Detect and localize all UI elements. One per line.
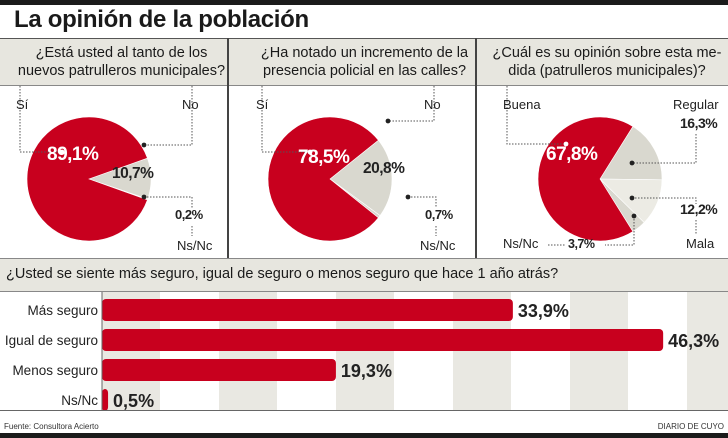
pie3-label-mala: Mala [686,236,715,251]
bar [102,389,109,411]
leader-dot [141,142,147,148]
pie3-value-regular: 16,3% [680,115,718,131]
pie3-title: ¿Cuál es su opinión sobre esta me-dida (… [486,38,728,86]
pie1-value-nsnc: 0,2% [175,207,203,222]
page-title: La opinión de la población [14,6,309,33]
leader-line [144,86,193,146]
pie2-title: ¿Ha notado un incremento de la presencia … [243,38,486,86]
top-border [0,0,728,5]
pie3-value-mala: 12,2% [680,201,718,217]
pie3-value-nsnc: 3,7% [568,237,595,251]
leader-dot [631,213,637,219]
bar-category-label: Ns/Nc [61,393,98,408]
leader-dot [59,149,65,155]
pie-slice-no [329,139,393,217]
pie3-title-line2: dida (patrulleros municipales)? [508,63,706,79]
pie2-label-nsnc: Ns/Nc [420,238,456,253]
pie-slice-buena [537,116,634,242]
pie1-title-line1: ¿Está usted al tanto de los [35,45,208,61]
leader-line [605,216,635,246]
leader-dot [629,195,635,201]
grid-band [687,292,728,410]
pie-chart-2 [267,116,393,242]
bar-category-label: Igual de seguro [5,333,98,348]
pie1-value-no: 10,7% [112,165,154,182]
leader-line [144,196,193,208]
bar [102,299,513,321]
bar [102,359,336,381]
pie-charts [19,86,697,246]
pie3-label-buena: Buena [503,97,541,112]
leader-line [19,86,62,153]
bar-category-label: Más seguro [27,303,98,318]
pie1-label-nsnc: Ns/Nc [177,238,213,253]
leader-dot [405,194,411,200]
pie1-label-no: No [182,97,199,112]
leader-line [506,86,566,145]
pie3-label-nsnc: Ns/Nc [503,236,539,251]
leader-line [632,197,697,204]
pie1-title: ¿Está usted al tanto de los nuevos patrul… [0,38,243,86]
bar-chart: Más seguro 33,9% Igual de seguro 46,3% Menos… [0,292,728,411]
bars: Más seguro 33,9% Igual de seguro 46,3% Menos… [5,299,719,411]
divider [227,38,229,258]
pie2-value-no: 20,8% [363,160,405,177]
bar-value-label: 33,9% [518,301,569,321]
pie2-label-no: No [424,97,441,112]
leader-dot [141,194,147,200]
source-note: Fuente: Consultora Acierto [4,422,99,431]
leader-dot [307,149,313,155]
pie2-value-si: 78,5% [298,147,350,168]
leader-dot [385,118,391,124]
pie2-title-line1: ¿Ha notado un incremento de la [260,45,469,61]
leader-dot [629,160,635,166]
pie1-title-line2: nuevos patrulleros municipales? [17,63,226,79]
pie3-label-regular: Regular [673,97,719,112]
leader-line [408,196,437,208]
pie-chart-1 [26,116,152,242]
pie1-value-si: 89,1% [47,144,99,165]
bar-value-label: 46,3% [668,331,719,351]
pie2-value-nsnc: 0,7% [425,207,453,222]
bottom-border [0,433,728,438]
leader-dot [563,141,569,147]
pie-chart-3 [537,116,663,242]
pie3-value-buena: 67,8% [546,144,598,165]
bar [102,329,664,351]
pie1-label-si: Sí [16,97,29,112]
pie2-label-si: Sí [256,97,269,112]
bar-category-label: Menos seguro [12,363,98,378]
leader-line [261,86,310,153]
publisher-brand: DIARIO DE CUYO [657,422,724,431]
bar-chart-title: ¿Usted se siente más seguro, igual de se… [0,258,728,292]
bar-value-label: 0,5% [113,391,154,411]
pie3-title-line1: ¿Cuál es su opinión sobre esta me- [492,45,722,61]
leader-line [632,134,697,164]
bar-value-label: 19,3% [341,361,392,381]
pie-slice-s [267,116,379,242]
divider [475,38,477,258]
leader-lines [19,86,697,246]
pie-slice-regular [599,126,663,181]
pie-slice-s [26,116,148,242]
pie2-title-line2: presencia policial en las calles? [262,63,467,79]
